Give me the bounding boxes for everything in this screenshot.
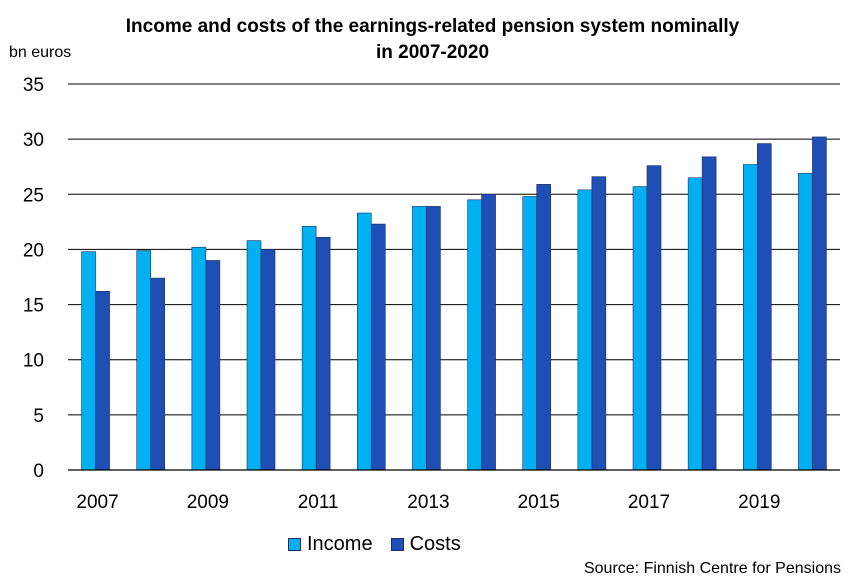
- bar-income-2013: [412, 206, 427, 471]
- bar-income-2019: [742, 164, 758, 471]
- bar-costs-2011: [315, 236, 331, 471]
- y-tick-label: 5: [33, 406, 44, 427]
- bar-costs-2013: [426, 206, 441, 471]
- x-tick-label: 2009: [187, 492, 229, 513]
- bar-costs-2017: [646, 165, 662, 471]
- x-tick-label: 2013: [407, 492, 449, 513]
- chart-title: Income and costs of the earnings-related…: [0, 14, 865, 66]
- y-tick-label: 30: [23, 130, 44, 151]
- bar-income-2020: [798, 173, 813, 471]
- bar-income-2008: [136, 250, 152, 471]
- bar-income-2017: [632, 186, 648, 471]
- bar-income-2009: [191, 246, 207, 471]
- bar-costs-2009: [205, 260, 221, 471]
- bar-costs-2018: [701, 156, 717, 471]
- bar-costs-2016: [591, 176, 607, 471]
- chart-title-line2: in 2007-2020: [375, 42, 490, 63]
- bar-income-2014: [467, 199, 482, 471]
- y-tick-label: 35: [23, 75, 44, 96]
- bar-income-2015: [522, 196, 538, 471]
- x-tick-label: 2019: [738, 492, 780, 513]
- bar-income-2007: [81, 251, 96, 471]
- chart-title-line1: Income and costs of the earnings-related…: [125, 16, 740, 37]
- y-tick-label: 0: [33, 461, 44, 482]
- bar-costs-2008: [150, 277, 166, 471]
- bar-costs-2010: [260, 249, 276, 471]
- y-tick-label: 25: [23, 185, 44, 206]
- y-tick-label: 15: [23, 296, 44, 317]
- bar-costs-2012: [370, 223, 386, 471]
- legend-item-income: Income: [288, 533, 373, 556]
- y-tick-label: 20: [23, 240, 44, 261]
- y-tick-label: 10: [23, 351, 44, 372]
- legend-label-costs: Costs: [409, 533, 461, 555]
- source-note: Source: Finnish Centre for Pensions: [583, 560, 841, 577]
- y-axis-unit-label: bn euros: [9, 44, 72, 61]
- bar-costs-2015: [536, 184, 552, 471]
- x-tick-label: 2015: [518, 492, 560, 513]
- bar-costs-2020: [812, 136, 827, 471]
- bar-costs-2019: [756, 143, 772, 471]
- legend: Income Costs: [288, 533, 479, 556]
- bar-income-2011: [301, 225, 317, 471]
- bar-costs-2014: [481, 193, 496, 471]
- bar-income-2016: [577, 189, 593, 471]
- legend-swatch-income: [288, 538, 301, 551]
- x-tick-label: 2017: [628, 492, 670, 513]
- bar-income-2010: [246, 240, 262, 471]
- legend-swatch-costs: [390, 538, 404, 551]
- bar-income-2012: [356, 212, 372, 471]
- x-tick-label: 2007: [76, 492, 118, 513]
- x-tick-label: 2011: [298, 492, 339, 513]
- bar-costs-2007: [95, 291, 110, 471]
- bar-income-2018: [687, 177, 703, 471]
- legend-item-costs: Costs: [390, 533, 461, 556]
- legend-label-income: Income: [307, 533, 373, 555]
